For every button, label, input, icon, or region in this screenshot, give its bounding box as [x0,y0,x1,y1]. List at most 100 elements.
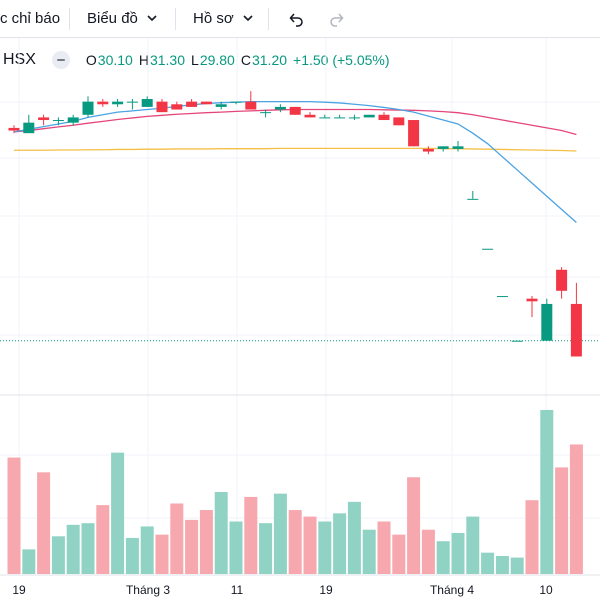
ma-fast-line [13,100,577,223]
volume-bar [569,444,583,574]
volume-bar [392,534,406,574]
change-value: +1.50 (+5.05%) [293,52,390,68]
candle-body [319,117,331,119]
volume-bar [185,519,199,574]
minus-icon [56,59,65,61]
chart-type-dropdown[interactable]: Biểu đồ [87,0,158,36]
low-value: 29.80 [199,52,235,68]
close-label: C [240,52,251,68]
candle-body [67,117,79,123]
x-tick-label: Tháng 3 [126,583,170,597]
candle-body [363,114,375,118]
volume-bar [362,529,376,574]
volume-bar [318,521,332,574]
volume-bar [66,524,80,574]
candle-body [422,148,434,152]
candle-body [334,117,346,119]
high-label: H [138,52,149,68]
volume-bar [125,537,139,574]
volume-bar [407,477,421,574]
candle-body [526,298,538,302]
candle-body [289,106,301,115]
volume-bar [81,523,95,574]
open-label: O [85,52,97,68]
volume-bar [421,529,435,574]
hide-legend-button[interactable] [51,51,70,69]
volume-bar [303,516,317,574]
candle-body [186,101,198,107]
candle-body [230,101,242,103]
volume-bar [288,510,302,574]
price-legend: HSX O 30.10 H 31.30 L 29.80 C 31.20 +1.50 (+… [0,46,396,74]
candle-body [215,104,227,107]
x-tick-label: 19 [319,583,333,597]
candle-body [274,106,286,110]
toolbar-divider [268,8,269,30]
chart-type-label: Biểu đồ [87,9,138,27]
candle-body [171,104,183,110]
volume-bar [259,523,273,574]
volume-bar [555,467,569,574]
volume-bar [510,557,524,574]
undo-icon[interactable] [283,6,309,32]
candle-body [156,101,168,113]
volume-bar [377,521,391,574]
candle-body [260,112,272,114]
low-label: L [191,52,199,68]
candle-body [467,198,479,200]
candle-body [408,120,420,147]
indicators-label: c chỉ báo [0,9,61,27]
toolbar-divider [175,8,176,30]
candle-body [304,114,316,118]
candle-body [541,303,553,341]
top-toolbar: c chỉ báo Biểu đồ Hồ sơ [0,0,600,38]
candle-body [52,120,64,122]
volume-bar [481,552,495,574]
redo-icon[interactable] [324,6,350,32]
volume-bar [273,493,287,574]
candle-body [112,101,124,105]
volume-bar [199,510,213,574]
candle-body [437,146,449,149]
ma-slow-line [14,147,577,152]
candle-body [393,117,405,126]
candle-body [245,101,257,110]
open-value: 30.10 [97,52,133,68]
candle-body [452,146,464,149]
volume-bar [170,503,184,574]
volume-bar [525,500,539,574]
candle-body [200,101,212,105]
candle-body [23,122,35,134]
volume-bar [244,496,258,574]
volume-bar [37,472,51,574]
volume-bar [140,526,154,574]
volume-bar [214,492,228,574]
indicators-button[interactable]: c chỉ báo [0,0,60,36]
chevron-down-icon [242,12,254,24]
volume-bar [51,536,65,574]
volume-bar [540,410,554,574]
volume-bar [451,533,465,574]
x-tick-label: 10 [539,583,553,597]
candle-body [97,101,109,105]
candle-body [141,99,153,107]
x-tick-label: Tháng 4 [430,583,474,597]
volume-bar [333,513,347,574]
high-value: 31.30 [149,52,186,68]
volume-bar [466,516,480,574]
volume-bar [436,541,450,574]
profile-label: Hồ sơ [193,9,234,27]
price-chart[interactable]: 19 Tháng 3 11 19 Tháng 4 10 [0,38,600,600]
candle-body [348,117,360,119]
toolbar-divider [69,8,70,30]
candle-body [570,303,582,357]
x-tick-label: 11 [231,583,244,597]
volume-bar [22,549,36,574]
profile-dropdown[interactable]: Hồ sơ [193,0,254,36]
candle-body [511,340,523,342]
volume-bar [7,457,21,574]
x-tick-label: 19 [12,583,26,597]
candle-body [556,269,568,291]
volume-bar [111,452,125,574]
candle-body [482,248,494,250]
